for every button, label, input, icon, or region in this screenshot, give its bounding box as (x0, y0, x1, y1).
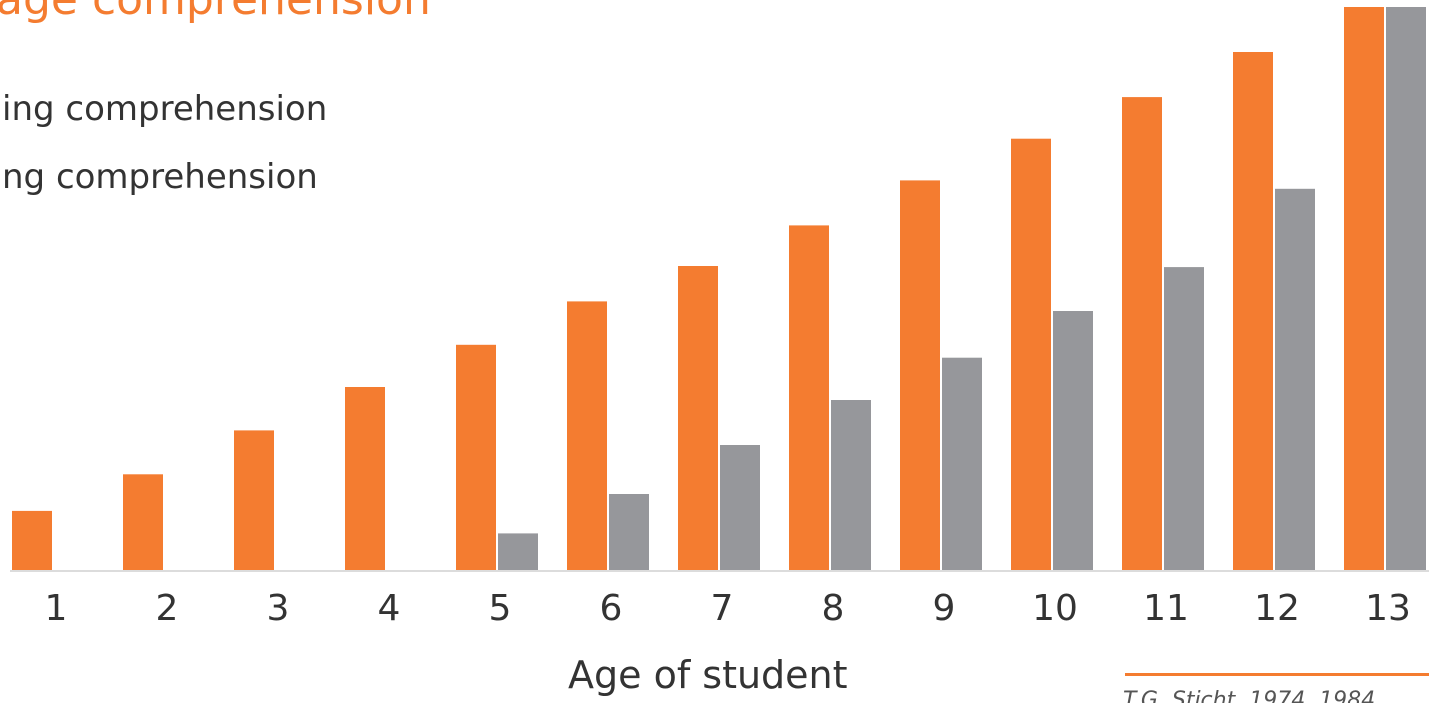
x-tick-label: 4 (378, 588, 401, 629)
chart-title: age comprehension (0, 0, 431, 22)
bar-series-1-13 (1344, 7, 1384, 570)
bar-series-1-1 (12, 510, 52, 570)
bar-series-2-9 (942, 357, 982, 570)
x-tick-label: 12 (1254, 588, 1300, 629)
bar-series-1-12 (1233, 52, 1273, 570)
x-tick-label: 7 (711, 588, 734, 629)
bar-series-1-9 (900, 180, 940, 570)
bar-series-2-13 (1386, 7, 1426, 570)
bar-series-2-11 (1164, 267, 1204, 570)
x-tick-label: 10 (1032, 588, 1078, 629)
x-tick-label: 9 (933, 588, 956, 629)
x-tick-label: 3 (267, 588, 290, 629)
bar-series-1-8 (789, 225, 829, 570)
bar-series-1-10 (1011, 138, 1051, 570)
x-tick-label: 11 (1143, 588, 1189, 629)
legend-entry-series-1: ing comprehension (2, 89, 328, 129)
bar-series-2-10 (1053, 311, 1093, 570)
bar-series-1-2 (123, 474, 163, 570)
bar-series-1-4 (345, 387, 385, 570)
x-tick-label: 8 (822, 588, 845, 629)
bar-series-2-8 (831, 400, 871, 570)
x-tick-label: 5 (489, 588, 512, 629)
bar-series-2-5 (498, 533, 538, 570)
source-divider (1125, 673, 1429, 676)
legend-entry-series-2: ng comprehension (2, 157, 318, 197)
x-tick-label: 13 (1365, 588, 1411, 629)
x-axis-label: Age of student (568, 653, 848, 697)
bar-series-2-12 (1275, 188, 1315, 571)
x-tick-label: 6 (600, 588, 623, 629)
bar-series-1-3 (234, 430, 274, 570)
bar-series-1-7 (678, 266, 718, 570)
source-citation: T.G. Sticht, 1974, 1984 (1123, 688, 1376, 703)
bar-series-1-11 (1122, 97, 1162, 570)
bar-series-1-6 (567, 301, 607, 570)
bar-series-1-5 (456, 344, 496, 570)
bar-series-2-7 (720, 445, 760, 570)
x-tick-label: 2 (156, 588, 179, 629)
x-tick-label: 1 (45, 588, 68, 629)
bar-series-2-6 (609, 494, 649, 570)
